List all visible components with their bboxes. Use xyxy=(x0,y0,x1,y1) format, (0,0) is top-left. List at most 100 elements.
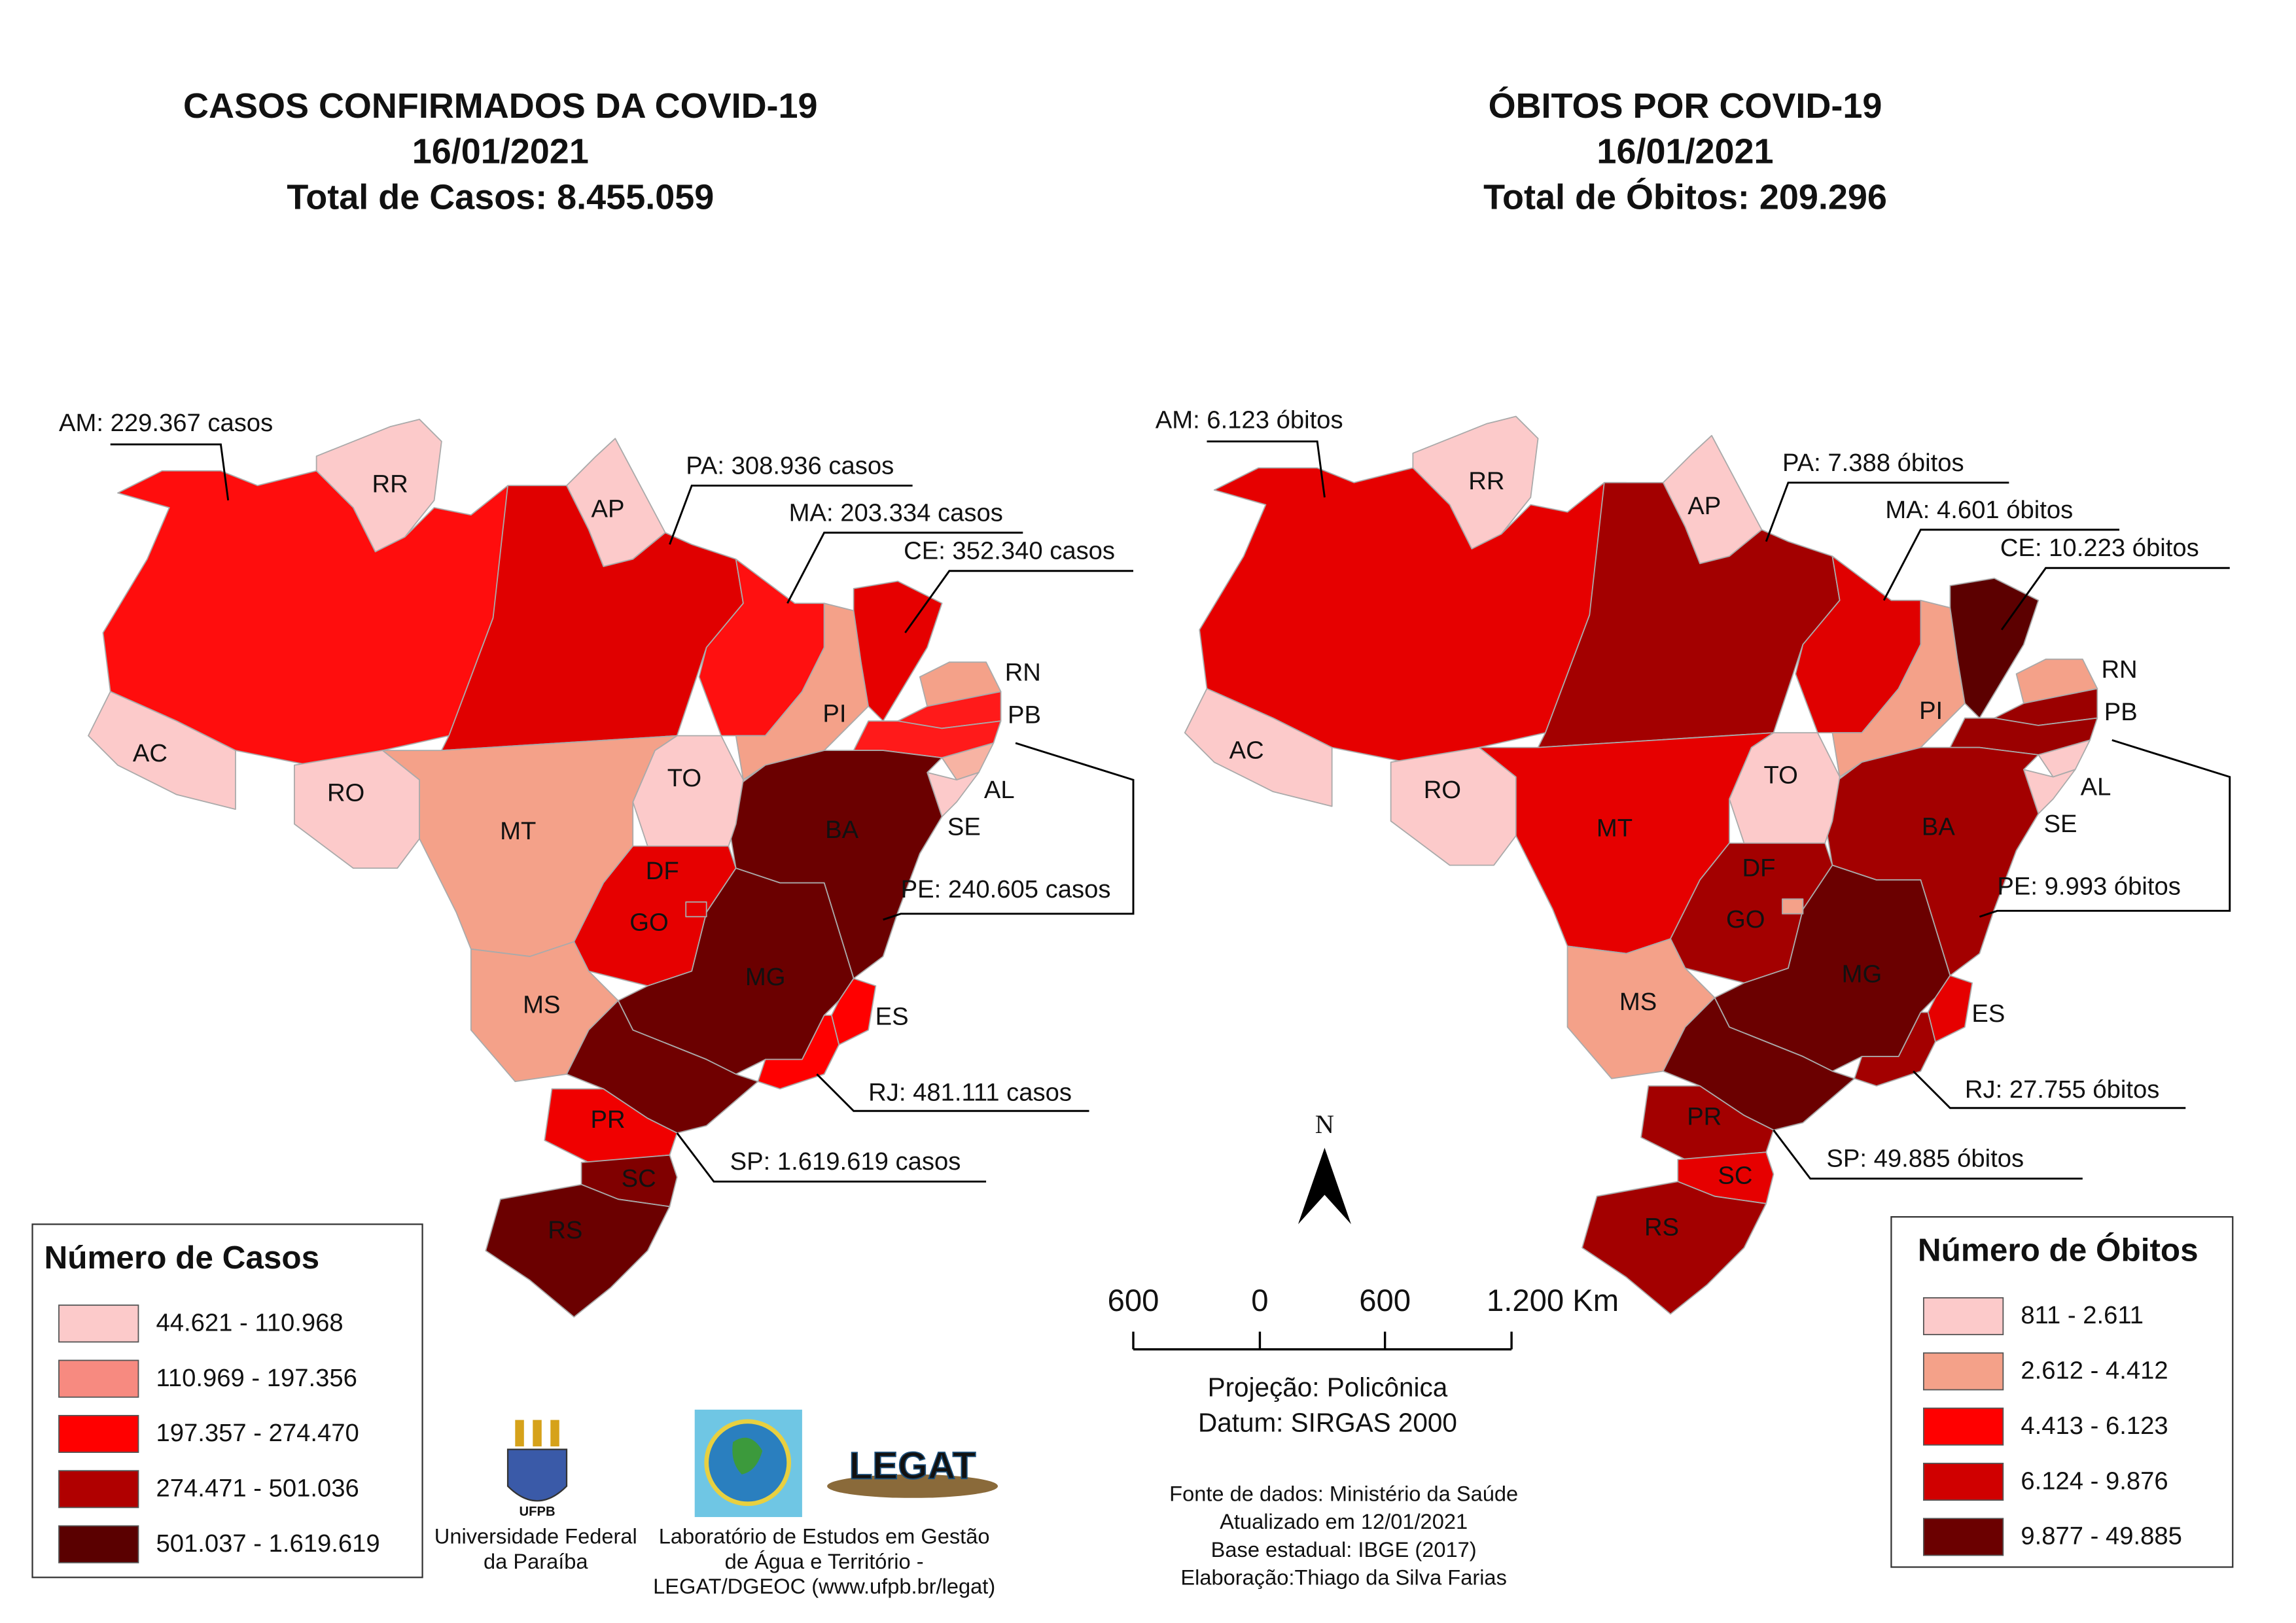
state-label: MG xyxy=(745,963,786,991)
leader-line xyxy=(786,531,1023,604)
legat-logo xyxy=(827,1474,998,1498)
legend-swatch xyxy=(1922,1297,2004,1336)
leader-line xyxy=(676,1132,987,1183)
legend-swatch xyxy=(1922,1518,2004,1556)
leader-line xyxy=(1765,481,2009,542)
credit-text: Fonte de dados: Ministério da Saúde xyxy=(1169,1481,1518,1505)
state-label: RO xyxy=(327,779,364,807)
legend-swatch xyxy=(1922,1463,2004,1501)
annotation: SP: 49.885 óbitos xyxy=(1826,1145,2024,1173)
credit-text: Base estadual: IBGE (2017) xyxy=(1211,1537,1477,1562)
logo-torch xyxy=(550,1420,559,1447)
leader-line xyxy=(1979,739,2231,918)
projection-note: Projeção: Policônica xyxy=(1208,1372,1448,1403)
state-label: AC xyxy=(133,739,168,767)
legend-swatch xyxy=(58,1359,139,1398)
logo-shield xyxy=(506,1448,568,1502)
legend-swatch xyxy=(1922,1352,2004,1391)
scale-label: 600 xyxy=(1108,1283,1159,1318)
map-title: Total de Casos: 8.455.059 xyxy=(287,177,714,217)
legend-title: Número de Óbitos xyxy=(1918,1232,2199,1268)
scale-label: 0 xyxy=(1251,1283,1268,1318)
legend-swatch xyxy=(58,1470,139,1509)
state-label: AP xyxy=(1687,492,1721,520)
state xyxy=(1854,1011,1936,1087)
leader-line xyxy=(110,443,230,500)
state-label: DF xyxy=(646,857,679,885)
state-label: ES xyxy=(875,1003,909,1031)
annotation: MA: 4.601 óbitos xyxy=(1885,496,2073,524)
state xyxy=(1184,688,1333,807)
legend-label: 110.969 - 197.356 xyxy=(156,1364,357,1392)
leader-line xyxy=(1207,440,1326,498)
legend-label: 6.124 - 9.876 xyxy=(2021,1467,2168,1495)
state-label: PB xyxy=(2104,698,2138,726)
credit-text: Universidade Federal xyxy=(434,1524,637,1548)
state xyxy=(1581,1181,1767,1315)
state-label: MG xyxy=(1842,960,1882,988)
legend-label: 4.413 - 6.123 xyxy=(2021,1412,2168,1440)
legend-swatch xyxy=(1922,1407,2004,1446)
credit-text: Laboratório de Estudos em Gestão xyxy=(659,1524,990,1548)
state xyxy=(1782,898,1804,915)
credit-text: Elaboração:Thiago da Silva Farias xyxy=(1180,1565,1506,1590)
state-label: MT xyxy=(1597,814,1633,843)
state-label: SE xyxy=(2044,810,2077,838)
scale-bar xyxy=(1132,1331,1513,1351)
legend-label: 9.877 - 49.885 xyxy=(2021,1522,2182,1550)
state-label: SC xyxy=(1718,1162,1752,1190)
map-title: ÓBITOS POR COVID-19 xyxy=(1489,86,1882,126)
state-label: GO xyxy=(629,909,668,937)
state-label: DF xyxy=(1742,854,1775,882)
annotation: SP: 1.619.619 casos xyxy=(730,1147,961,1176)
state-label: TO xyxy=(1764,761,1798,790)
annotation: PE: 9.993 óbitos xyxy=(1997,873,2180,901)
map-title: Total de Óbitos: 209.296 xyxy=(1483,177,1887,217)
legend-swatch xyxy=(58,1304,139,1343)
legend-label: 197.357 - 274.470 xyxy=(156,1419,359,1447)
map-title: 16/01/2021 xyxy=(412,132,589,171)
state-label: RR xyxy=(372,470,408,498)
legend-label: 811 - 2.611 xyxy=(2021,1301,2144,1329)
state-label: PI xyxy=(822,699,846,727)
logo-torch xyxy=(515,1420,524,1447)
legend-title: Número de Casos xyxy=(44,1240,320,1276)
logo-ground xyxy=(827,1474,998,1498)
state-label: TO xyxy=(667,764,701,792)
annotation: CE: 10.223 óbitos xyxy=(2000,534,2199,562)
state-label: AL xyxy=(984,776,1015,804)
annotation: MA: 203.334 casos xyxy=(789,498,1003,527)
state-label: PR xyxy=(1687,1103,1722,1131)
state-label: SE xyxy=(947,812,981,841)
state-label: RS xyxy=(1644,1213,1679,1241)
legend-label: 501.037 - 1.619.619 xyxy=(156,1529,380,1558)
leader-line xyxy=(904,570,1134,634)
annotation: RJ: 27.755 óbitos xyxy=(1965,1075,2159,1104)
logo-land xyxy=(732,1437,763,1475)
state xyxy=(485,1183,671,1318)
annotation: AM: 229.367 casos xyxy=(59,409,273,437)
annotation: AM: 6.123 óbitos xyxy=(1156,406,1343,434)
dgeoc-logo xyxy=(694,1409,802,1518)
leader-line xyxy=(669,484,913,545)
state xyxy=(88,691,236,811)
legend-swatch xyxy=(58,1525,139,1563)
state-label: BA xyxy=(825,816,858,844)
state-label: BA xyxy=(1922,812,1955,841)
state-label: AL xyxy=(2081,773,2111,801)
state-label: RN xyxy=(1005,658,1041,686)
state-label: GO xyxy=(1726,905,1765,934)
state xyxy=(685,901,707,918)
legend-box xyxy=(31,1223,423,1579)
state-label: AC xyxy=(1229,736,1264,764)
map-title: 16/01/2021 xyxy=(1597,132,1773,171)
annotation: RJ: 481.111 casos xyxy=(868,1078,1072,1106)
state-label: SC xyxy=(622,1164,656,1193)
legend-box xyxy=(1890,1216,2234,1568)
legend-swatch xyxy=(58,1414,139,1453)
leader-line xyxy=(1773,1129,2083,1180)
state-label: PR xyxy=(590,1106,625,1134)
annotation: PE: 240.605 casos xyxy=(901,875,1111,903)
